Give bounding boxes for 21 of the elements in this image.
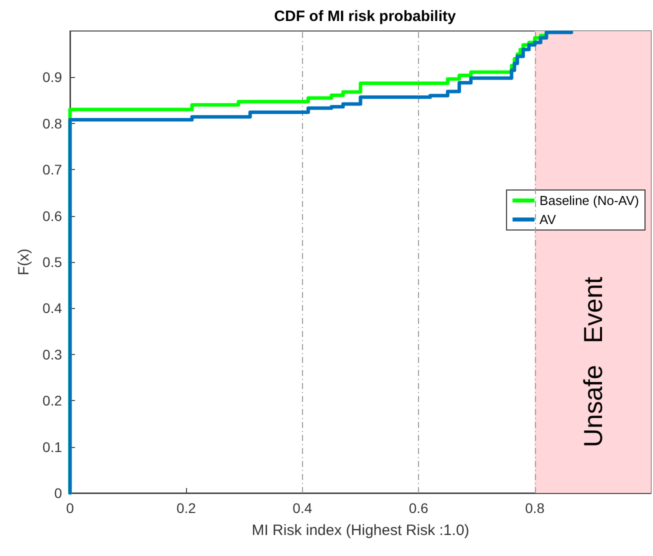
y-tick-label: 0.9: [42, 69, 62, 86]
y-tick-label: 0: [54, 485, 62, 501]
chart-title: CDF of MI risk probability: [274, 8, 456, 25]
y-tick-label: 0.6: [42, 208, 62, 224]
y-tick-label: 0.1: [42, 438, 62, 455]
x-tick-label: 0.2: [176, 500, 196, 516]
x-tick-label: 0: [66, 500, 74, 516]
y-tick-label: 0.4: [42, 300, 62, 316]
y-tick-label: 0.3: [42, 346, 62, 362]
x-tick-label: 0.4: [292, 500, 312, 516]
y-axis-title: F(x): [16, 248, 33, 276]
y-tick-label: 0.7: [42, 162, 62, 178]
x-axis-title: MI Risk index (Highest Risk :1.0): [252, 522, 470, 539]
y-tick-label: 0.5: [42, 254, 62, 270]
x-tick-label: 0.8: [525, 500, 545, 516]
legend-label: Baseline (No-AV): [540, 193, 640, 208]
x-tick-label: 0.6: [408, 500, 429, 516]
legend-label: AV: [540, 212, 556, 227]
y-tick-label: 0.8: [42, 115, 62, 132]
band-label: Unsafe Event: [578, 276, 608, 448]
y-tick-label: 0.2: [42, 392, 62, 409]
